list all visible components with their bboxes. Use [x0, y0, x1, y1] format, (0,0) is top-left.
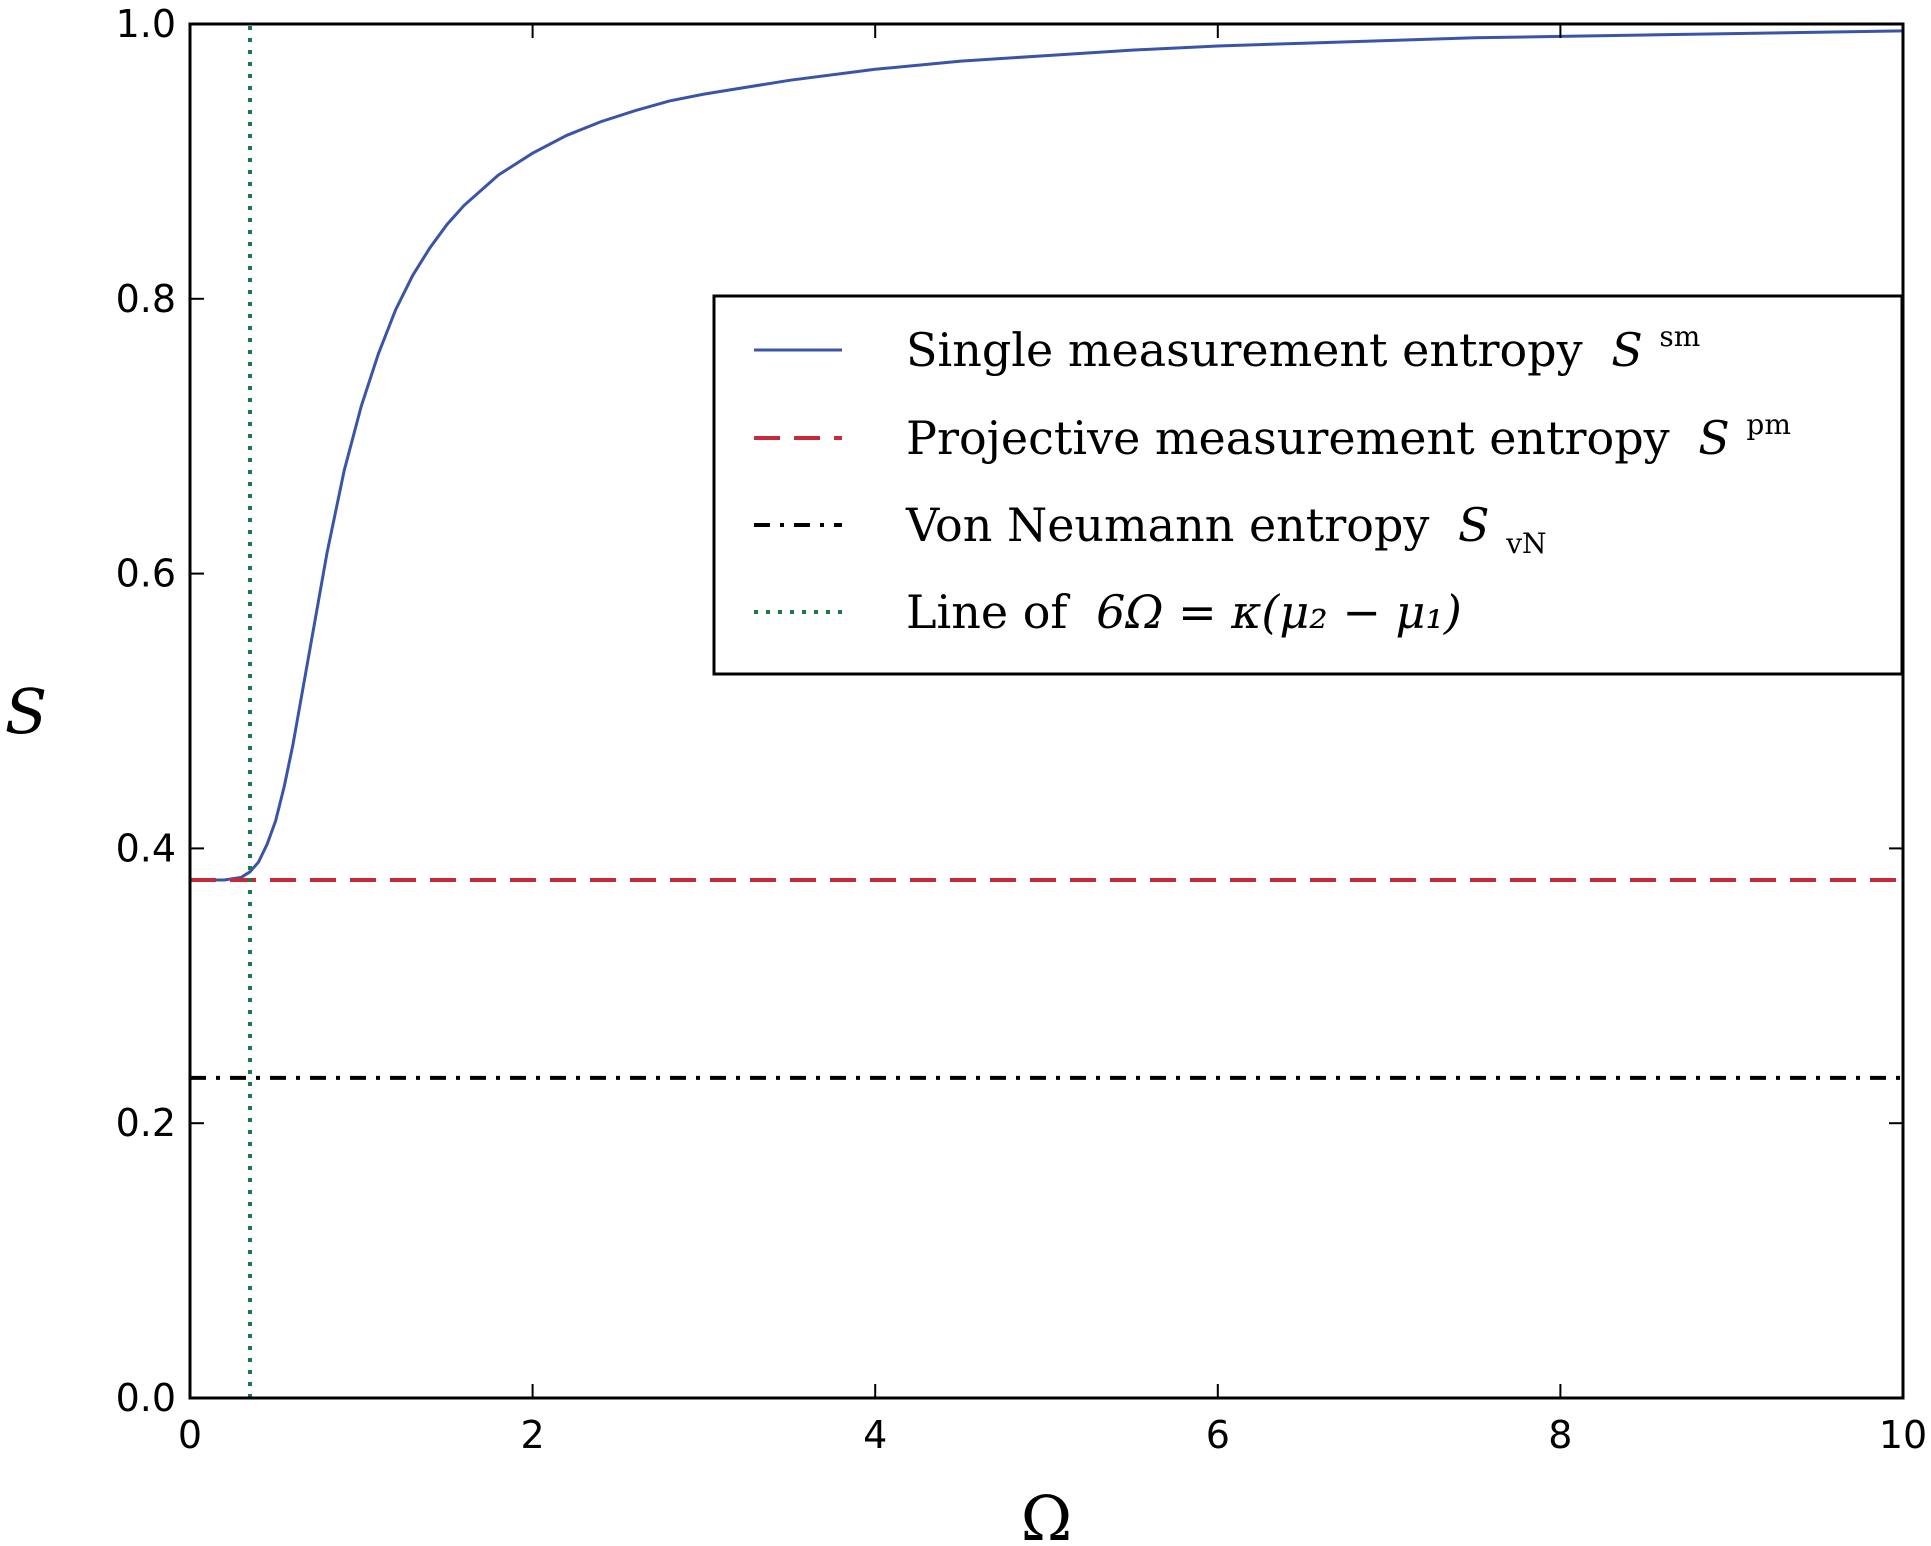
y-tick-label: 0.6 — [116, 552, 176, 596]
legend-formula: 6Ω = κ(μ₂ − μ₁) — [1096, 585, 1462, 639]
y-tick-label: 0.2 — [116, 1101, 176, 1145]
legend-label-single-measurement: Single measurement entropy S sm — [906, 320, 1700, 377]
plot-frame — [188, 22, 1905, 1400]
x-axis-label: Ω — [1021, 1482, 1072, 1546]
legend-label-von-neumann: Von Neumann entropy S vN — [905, 498, 1547, 560]
legend-name: Single measurement entropy — [906, 323, 1583, 377]
y-tick-label: 0.8 — [116, 277, 176, 321]
series-layer — [190, 24, 1904, 1398]
x-tick-label: 10 — [1879, 1413, 1927, 1457]
y-tick-label: 0.4 — [116, 826, 176, 870]
legend-box — [712, 294, 1904, 676]
legend-label-resonance-line: Line of 6Ω = κ(μ₂ − μ₁) — [906, 585, 1462, 639]
series-line-0 — [190, 29, 1904, 882]
y-tick-label: 0.0 — [116, 1376, 176, 1420]
x-tick-label: 2 — [521, 1413, 545, 1457]
legend-symbol: S — [1611, 323, 1643, 377]
legend-name: Projective measurement entropy — [906, 411, 1670, 465]
legend-superscript: sm — [1659, 320, 1700, 353]
x-tick-label: 4 — [863, 1413, 887, 1457]
legend-subscript: vN — [1505, 527, 1546, 560]
legend-symbol: S — [1698, 411, 1730, 465]
legend-symbol: S — [1458, 498, 1490, 552]
legend-label-projective-measurement: Projective measurement entropy S pm — [906, 408, 1791, 465]
y-tick-label: 1.0 — [116, 2, 176, 46]
legend-name: Line of — [906, 585, 1070, 639]
legend-name: Von Neumann entropy — [905, 498, 1429, 552]
legend: Single measurement entropy S sm Projecti… — [712, 294, 1904, 676]
y-axis-label: S — [5, 675, 47, 748]
x-tick-label: 0 — [178, 1413, 202, 1457]
x-tick-label: 8 — [1548, 1413, 1572, 1457]
x-tick-label: 6 — [1206, 1413, 1230, 1457]
legend-superscript: pm — [1746, 408, 1790, 441]
ticks-layer: 0 2 4 6 8 10 0.0 0.2 0.4 0.6 0.8 1.0 — [116, 2, 1928, 1457]
